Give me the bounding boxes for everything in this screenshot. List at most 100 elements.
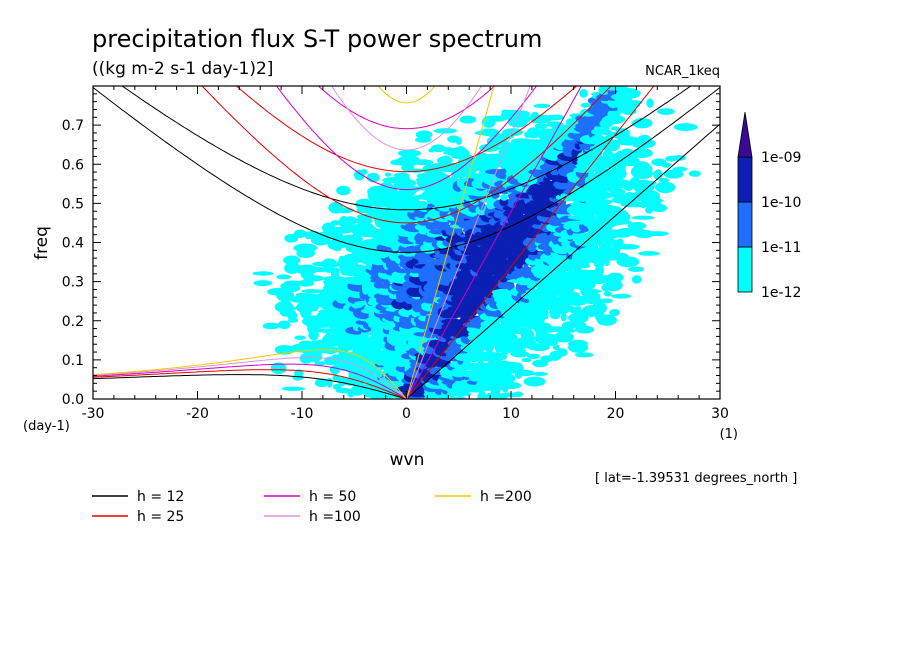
spectrum-blob bbox=[580, 102, 590, 108]
spectrum-blob bbox=[515, 369, 534, 377]
spectrum-blob bbox=[283, 255, 301, 265]
x-tick-label: -10 bbox=[291, 406, 314, 422]
dispersion-line bbox=[201, 86, 612, 224]
spectrum-blob bbox=[355, 217, 373, 225]
spectrum-blob bbox=[412, 159, 434, 166]
colorbar-segment bbox=[737, 201, 753, 248]
y-tick-label: 0.3 bbox=[62, 275, 84, 291]
y-tick-label: 0.0 bbox=[62, 392, 84, 408]
spectrum-blob bbox=[673, 123, 698, 131]
dispersion-line bbox=[93, 87, 720, 253]
spectrum-blob bbox=[612, 210, 629, 220]
dispersion-line bbox=[406, 123, 720, 399]
colorbar-label: 1e-10 bbox=[761, 195, 801, 211]
x-tick-label: 0 bbox=[402, 406, 411, 422]
spectrum-blob bbox=[584, 239, 599, 249]
y-tick-label: 0.5 bbox=[62, 196, 84, 212]
spectrum-blob bbox=[688, 170, 701, 177]
y-tick-label: 0.4 bbox=[62, 236, 84, 252]
model-label: NCAR_1keq bbox=[645, 64, 720, 79]
spectrum-blob bbox=[389, 187, 398, 197]
spectrum-blob bbox=[293, 243, 318, 253]
spectrum-blob bbox=[568, 312, 589, 324]
spectrum-blob bbox=[618, 189, 626, 195]
spectrum-blob bbox=[295, 264, 318, 275]
spectrum-blob bbox=[397, 149, 422, 157]
spectrum-blob bbox=[294, 335, 306, 340]
y-unit-label: (day-1) bbox=[23, 419, 70, 434]
latitude-note: [ lat=-1.39531 degrees_north ] bbox=[595, 471, 797, 486]
dispersion-line bbox=[93, 369, 407, 399]
spectrum-blob bbox=[602, 114, 626, 125]
spectrum-blob bbox=[655, 181, 676, 194]
legend: h = 12 h = 25 h = 50 h =100 h =200 bbox=[92, 489, 532, 525]
spectrum-blob bbox=[646, 231, 669, 237]
spectrum-blob bbox=[627, 266, 645, 272]
spectrum-blob bbox=[384, 172, 392, 177]
spectrum-blob bbox=[637, 134, 651, 144]
spectrum-blob bbox=[534, 123, 548, 130]
spectrum-blob bbox=[532, 371, 548, 377]
dispersion-line bbox=[330, 86, 483, 151]
dispersion-line bbox=[406, 86, 655, 399]
legend-label: h =200 bbox=[480, 489, 532, 505]
spectrum-blob bbox=[325, 332, 332, 338]
spectrum-blob bbox=[591, 301, 608, 314]
spectrum-blob bbox=[627, 222, 647, 230]
legend-label: h = 25 bbox=[137, 509, 184, 525]
dispersion-line bbox=[317, 86, 496, 130]
spectrum-blob bbox=[428, 256, 436, 265]
dispersion-line bbox=[93, 349, 407, 399]
colorbar-segment bbox=[737, 246, 753, 293]
spectrum-blob bbox=[523, 376, 546, 387]
spectrum-blob bbox=[276, 274, 292, 280]
spectrum-blob bbox=[424, 261, 437, 271]
y-tick-label: 0.2 bbox=[62, 314, 84, 330]
spectrum-blob bbox=[492, 373, 516, 384]
spectrum-blob bbox=[343, 216, 358, 226]
colorbar-label: 1e-09 bbox=[761, 150, 801, 166]
spectrum-blob bbox=[552, 344, 560, 351]
spectrum-blob bbox=[277, 320, 291, 330]
spectrum-blob bbox=[619, 148, 636, 161]
spectrum-blob bbox=[598, 199, 613, 205]
spectrum-blob bbox=[574, 305, 582, 312]
dispersion-line bbox=[93, 0, 720, 17]
spectrum-blob bbox=[441, 155, 451, 161]
spectrum-blob bbox=[483, 115, 508, 122]
spectrum-blob bbox=[523, 116, 531, 123]
spectrum-blob bbox=[600, 298, 613, 304]
spectrum-blob bbox=[335, 387, 353, 394]
spectrum-blob bbox=[609, 246, 621, 256]
spectrum-blob bbox=[616, 244, 640, 250]
dispersion-line bbox=[121, 86, 692, 211]
spectrum-blob bbox=[531, 308, 549, 319]
spectrum-blob bbox=[599, 242, 612, 255]
x-tick-label: 30 bbox=[711, 406, 729, 422]
spectrum-blob bbox=[632, 229, 656, 238]
spectrum-blob bbox=[561, 257, 576, 264]
dispersion-line bbox=[406, 86, 582, 399]
x-tick-label: 10 bbox=[502, 406, 520, 422]
spectrum-blob bbox=[609, 308, 620, 317]
spectrum-blob bbox=[332, 207, 355, 214]
spectrum-blob bbox=[526, 127, 541, 139]
spectrum-blob bbox=[631, 147, 653, 159]
spectrum-blob bbox=[560, 312, 567, 322]
spectrum-blob bbox=[631, 275, 642, 284]
spectrum-blob bbox=[478, 389, 486, 399]
spectrum-blob bbox=[455, 137, 462, 145]
spectrum-contours bbox=[252, 86, 701, 399]
spectrum-blob bbox=[500, 381, 522, 390]
spectrum-blob bbox=[289, 310, 296, 317]
x-tick-label: 20 bbox=[607, 406, 625, 422]
spectrum-blob bbox=[591, 128, 606, 136]
spectrum-blob bbox=[521, 357, 532, 363]
spectrum-blob bbox=[502, 128, 523, 137]
spectrum-blob bbox=[513, 391, 524, 398]
spectrum-blob bbox=[252, 271, 274, 276]
spectrum-blob bbox=[484, 352, 508, 361]
dispersion-line bbox=[275, 86, 538, 191]
spectrum-blob bbox=[283, 280, 303, 287]
spectrum-blob bbox=[441, 198, 449, 204]
